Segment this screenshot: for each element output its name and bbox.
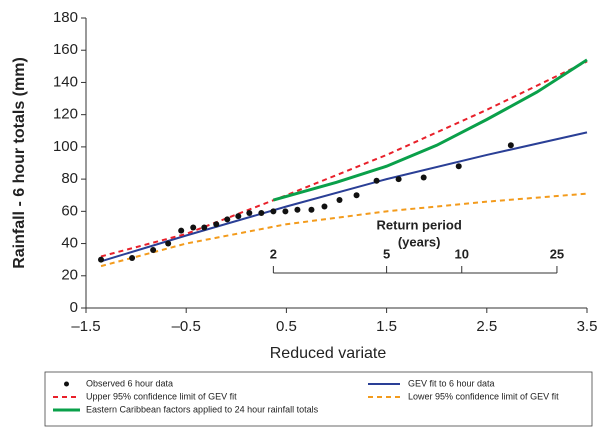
x-tick-label: 3.5	[577, 318, 598, 335]
x-tick-label: –1.5	[71, 318, 100, 335]
x-axis-label: Reduced variate	[270, 345, 387, 362]
y-tick-label: 40	[61, 235, 78, 252]
x-tick-label: 1.5	[376, 318, 397, 335]
point	[270, 208, 277, 215]
legend-label: GEV fit to 6 hour data	[408, 378, 495, 388]
point	[235, 213, 242, 220]
legend-label: Eastern Caribbean factors applied to 24 …	[86, 404, 319, 414]
legend-label: Observed 6 hour data	[86, 378, 173, 388]
point	[321, 203, 328, 210]
point	[420, 174, 427, 181]
y-tick-label: 120	[53, 106, 78, 123]
line	[100, 131, 588, 263]
point	[98, 256, 105, 263]
y-tick-label: 180	[53, 9, 78, 26]
return-period-title: Return period	[377, 217, 462, 232]
line	[272, 58, 588, 202]
point	[258, 209, 265, 216]
y-tick-label: 100	[53, 138, 78, 155]
point	[395, 176, 402, 183]
return-period-label: 2	[270, 246, 277, 261]
y-tick-label: 140	[53, 73, 78, 90]
x-tick-label: 0.5	[276, 318, 297, 335]
point	[165, 240, 172, 247]
y-tick-label: 60	[61, 202, 78, 219]
x-tick-label: –0.5	[172, 318, 201, 335]
point	[373, 177, 380, 184]
y-axis-label: Rainfall - 6 hour totals (mm)	[11, 57, 28, 269]
point	[507, 142, 514, 149]
legend-marker	[64, 381, 69, 387]
point	[224, 216, 231, 223]
line	[100, 60, 588, 258]
line	[100, 192, 588, 268]
point	[213, 221, 220, 228]
return-period-label: 10	[455, 246, 469, 261]
legend-label: Lower 95% confidence limit of GEV fit	[408, 391, 559, 401]
point	[353, 192, 360, 199]
return-period-label: 25	[550, 246, 564, 261]
point	[246, 209, 253, 216]
y-tick-label: 80	[61, 170, 78, 187]
y-tick-label: 20	[61, 267, 78, 284]
point	[150, 247, 157, 253]
point	[336, 197, 343, 204]
point	[201, 224, 208, 231]
point	[294, 206, 301, 213]
return-period-title: (years)	[398, 234, 441, 249]
point	[129, 255, 136, 262]
x-tick-label: 2.5	[476, 318, 497, 335]
point	[282, 208, 289, 215]
y-tick-label: 160	[53, 41, 78, 58]
return-period-label: 5	[383, 246, 390, 261]
point	[308, 206, 315, 213]
point	[190, 224, 197, 231]
point	[455, 163, 462, 170]
legend-label: Upper 95% confidence limit of GEV fit	[86, 391, 237, 401]
legend-box	[44, 371, 593, 427]
y-tick-label: 0	[70, 299, 78, 316]
point	[178, 227, 185, 234]
